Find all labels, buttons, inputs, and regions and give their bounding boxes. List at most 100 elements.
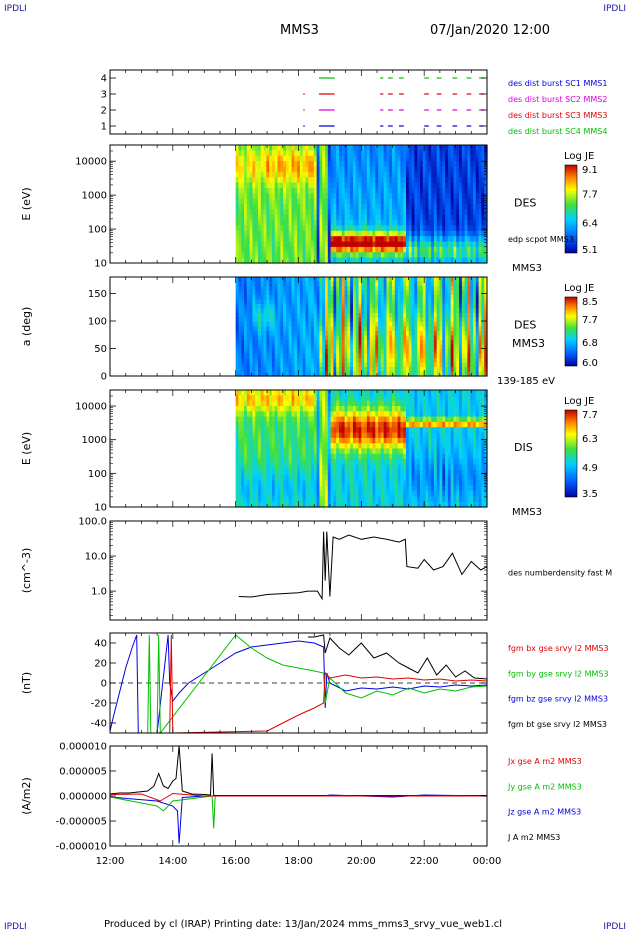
spectrogram-cell [244, 225, 248, 232]
spectrogram-cell [246, 299, 251, 305]
spectrogram-cell [319, 155, 323, 162]
spectrogram-cell [271, 313, 276, 319]
spectrogram-cell [341, 362, 346, 368]
spectrogram-cell [283, 277, 287, 283]
spectrogram-cell [403, 177, 407, 184]
spectrogram-cell [308, 353, 312, 359]
spectrogram-cell [352, 390, 357, 396]
spectrogram-cell [400, 246, 404, 253]
spectrogram-cell [327, 491, 332, 497]
spectrogram-cell [294, 204, 298, 210]
spectrogram-cell [386, 214, 390, 221]
spectrogram-cell [235, 390, 240, 396]
spectrogram-cell [325, 299, 329, 305]
spectrogram-cell [358, 469, 362, 476]
spectrogram-cell [244, 326, 248, 332]
spectrogram-cell [322, 295, 326, 301]
spectrogram-cell [294, 367, 298, 373]
spectrogram-cell [467, 230, 471, 237]
spectrogram-cell [283, 281, 287, 287]
spectrogram-cell [403, 145, 407, 151]
spectrogram-cell [302, 308, 307, 314]
spectrogram-cell [271, 317, 276, 323]
spectrogram-cell [235, 257, 240, 264]
spectrogram-cell [241, 427, 245, 434]
spectrogram-cell [271, 459, 276, 466]
spectrogram-cell [288, 171, 293, 178]
spectrogram-cell [475, 214, 480, 221]
spectrogram-cell [347, 480, 351, 487]
spectrogram-cell [283, 432, 287, 439]
spectrogram-cell [297, 416, 301, 423]
spectrogram-cell [364, 469, 368, 476]
spectrogram-cell [378, 204, 382, 210]
spectrogram-cell [428, 214, 432, 221]
spectrogram-cell [364, 252, 368, 259]
spectrogram-cell [406, 204, 410, 210]
spectrogram-cell [389, 335, 393, 341]
spectrogram-cell [255, 177, 259, 184]
spectrogram-cell [478, 295, 483, 301]
spectrogram-cell [397, 308, 402, 314]
spectrogram-cell [473, 290, 477, 296]
spectrogram-cell [442, 358, 446, 364]
spectrogram-cell [263, 236, 267, 243]
spectrogram-cell [369, 367, 374, 373]
spectrogram-cell [308, 367, 312, 373]
spectrogram-cell [352, 358, 357, 364]
spectrogram-cell [397, 241, 402, 248]
spectrogram-cell [394, 209, 399, 216]
spectrogram-cell [288, 214, 293, 221]
spectrogram-cell [327, 230, 332, 237]
spectrogram-cell [355, 299, 360, 305]
spectrogram-cell [283, 236, 287, 243]
spectrogram-cell [238, 209, 242, 216]
spectrogram-cell [403, 220, 407, 227]
spectrogram-cell [269, 416, 273, 423]
spectrogram-cell [431, 161, 435, 168]
spectrogram-cell [361, 295, 365, 301]
spectrogram-cell [406, 182, 410, 189]
spectrogram-cell [372, 198, 376, 205]
spectrogram-cell [274, 155, 279, 162]
spectrogram-cell [291, 395, 295, 402]
spectrogram-cell [473, 277, 477, 283]
spectrogram-cell [456, 290, 460, 296]
spectrogram-cell [355, 322, 360, 328]
spectrogram-cell [375, 317, 379, 323]
spectrogram-cell [445, 187, 449, 194]
spectrogram-cell [459, 331, 463, 337]
spectrogram-cell [288, 437, 293, 444]
spectrogram-cell [450, 362, 455, 368]
spectrogram-cell [269, 331, 273, 337]
spectrogram-cell [263, 344, 267, 350]
spectrogram-cell [464, 317, 469, 323]
spectrogram-cell [336, 171, 340, 178]
spectrogram-cell [308, 317, 312, 323]
spectrogram-cell [392, 290, 396, 296]
spectrogram-cell [238, 475, 242, 482]
spectrogram-cell [358, 475, 362, 482]
spectrogram-cell [366, 353, 371, 359]
spectrogram-cell [269, 225, 273, 232]
spectrogram-cell [252, 182, 256, 189]
spectrogram-cell [447, 236, 452, 243]
spectrogram-cell [322, 411, 326, 418]
spectrogram-cell [316, 299, 321, 305]
spectrogram-cell [244, 209, 248, 216]
spectrogram-cell [302, 171, 307, 178]
spectrogram-cell [336, 459, 340, 466]
spectrogram-cell [461, 177, 466, 184]
spectrogram-cell [364, 313, 368, 319]
spectrogram-cell [347, 317, 351, 323]
spectrogram-cell [311, 322, 315, 328]
spectrogram-cell [459, 246, 463, 253]
spectrogram-cell [308, 459, 312, 466]
spectrogram-cell [305, 496, 309, 503]
spectrogram-cell [447, 166, 452, 173]
spectrogram-cell [361, 353, 365, 359]
spectrogram-cell [473, 204, 477, 210]
spectrogram-cell [389, 161, 393, 168]
spectrogram-cell [467, 161, 471, 168]
spectrogram-cell [327, 362, 332, 368]
